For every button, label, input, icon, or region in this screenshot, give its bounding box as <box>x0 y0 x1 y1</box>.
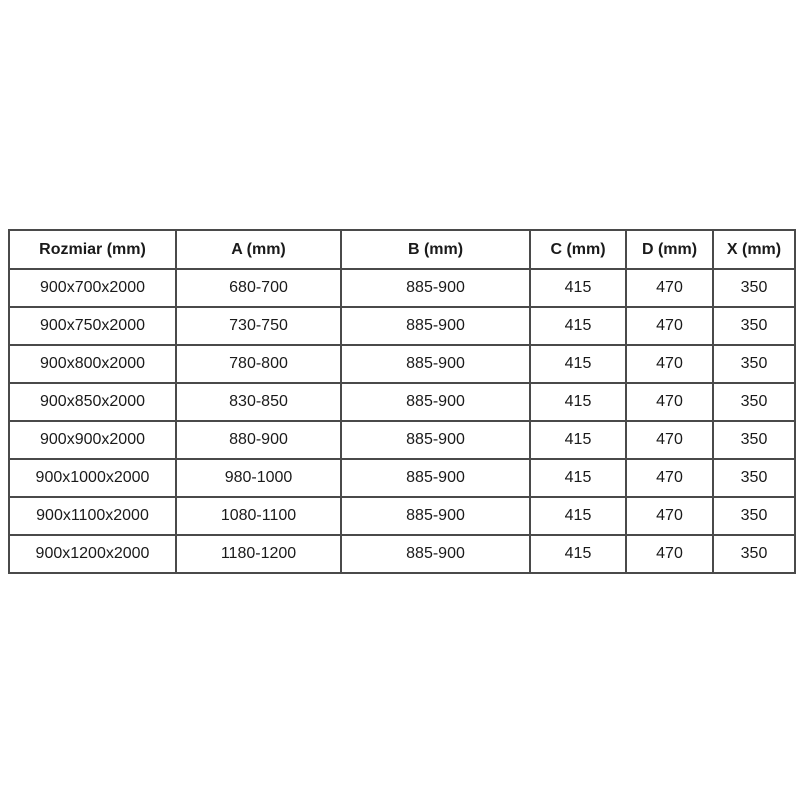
table-row: 900x900x2000 880-900 885-900 415 470 350 <box>8 420 796 460</box>
cell-rozmiar: 900x1100x2000 <box>8 496 177 536</box>
cell-a: 980-1000 <box>175 458 342 498</box>
table-header-row: Rozmiar (mm) A (mm) B (mm) C (mm) D (mm)… <box>8 229 796 270</box>
cell-a: 830-850 <box>175 382 342 422</box>
cell-d: 470 <box>625 534 714 574</box>
cell-rozmiar: 900x900x2000 <box>8 420 177 460</box>
cell-c: 415 <box>529 268 627 308</box>
column-header-c: C (mm) <box>529 229 627 270</box>
cell-x: 350 <box>712 420 796 460</box>
cell-b: 885-900 <box>340 306 531 346</box>
column-header-a: A (mm) <box>175 229 342 270</box>
cell-x: 350 <box>712 306 796 346</box>
cell-rozmiar: 900x1200x2000 <box>8 534 177 574</box>
cell-b: 885-900 <box>340 420 531 460</box>
cell-b: 885-900 <box>340 496 531 536</box>
cell-rozmiar: 900x800x2000 <box>8 344 177 384</box>
column-header-d: D (mm) <box>625 229 714 270</box>
cell-c: 415 <box>529 382 627 422</box>
table-row: 900x1000x2000 980-1000 885-900 415 470 3… <box>8 458 796 498</box>
table-row: 900x1100x2000 1080-1100 885-900 415 470 … <box>8 496 796 536</box>
dimensions-table-container: Rozmiar (mm) A (mm) B (mm) C (mm) D (mm)… <box>8 229 796 574</box>
cell-d: 470 <box>625 458 714 498</box>
cell-c: 415 <box>529 496 627 536</box>
column-header-rozmiar: Rozmiar (mm) <box>8 229 177 270</box>
cell-d: 470 <box>625 382 714 422</box>
cell-rozmiar: 900x1000x2000 <box>8 458 177 498</box>
cell-c: 415 <box>529 534 627 574</box>
cell-b: 885-900 <box>340 268 531 308</box>
cell-b: 885-900 <box>340 382 531 422</box>
table-row: 900x700x2000 680-700 885-900 415 470 350 <box>8 268 796 308</box>
cell-d: 470 <box>625 268 714 308</box>
cell-a: 680-700 <box>175 268 342 308</box>
cell-b: 885-900 <box>340 344 531 384</box>
cell-c: 415 <box>529 420 627 460</box>
table-row: 900x1200x2000 1180-1200 885-900 415 470 … <box>8 534 796 574</box>
table-row: 900x750x2000 730-750 885-900 415 470 350 <box>8 306 796 346</box>
cell-d: 470 <box>625 496 714 536</box>
cell-b: 885-900 <box>340 534 531 574</box>
cell-x: 350 <box>712 458 796 498</box>
column-header-x: X (mm) <box>712 229 796 270</box>
cell-x: 350 <box>712 344 796 384</box>
cell-x: 350 <box>712 382 796 422</box>
dimensions-table: Rozmiar (mm) A (mm) B (mm) C (mm) D (mm)… <box>8 229 796 574</box>
cell-rozmiar: 900x700x2000 <box>8 268 177 308</box>
cell-b: 885-900 <box>340 458 531 498</box>
cell-rozmiar: 900x850x2000 <box>8 382 177 422</box>
cell-x: 350 <box>712 496 796 536</box>
cell-c: 415 <box>529 306 627 346</box>
table-row: 900x850x2000 830-850 885-900 415 470 350 <box>8 382 796 422</box>
cell-c: 415 <box>529 458 627 498</box>
cell-d: 470 <box>625 344 714 384</box>
cell-a: 880-900 <box>175 420 342 460</box>
table-row: 900x800x2000 780-800 885-900 415 470 350 <box>8 344 796 384</box>
cell-x: 350 <box>712 534 796 574</box>
cell-a: 1080-1100 <box>175 496 342 536</box>
cell-a: 780-800 <box>175 344 342 384</box>
cell-d: 470 <box>625 420 714 460</box>
cell-a: 730-750 <box>175 306 342 346</box>
cell-x: 350 <box>712 268 796 308</box>
cell-a: 1180-1200 <box>175 534 342 574</box>
column-header-b: B (mm) <box>340 229 531 270</box>
cell-d: 470 <box>625 306 714 346</box>
table-body: 900x700x2000 680-700 885-900 415 470 350… <box>8 268 796 574</box>
cell-rozmiar: 900x750x2000 <box>8 306 177 346</box>
cell-c: 415 <box>529 344 627 384</box>
